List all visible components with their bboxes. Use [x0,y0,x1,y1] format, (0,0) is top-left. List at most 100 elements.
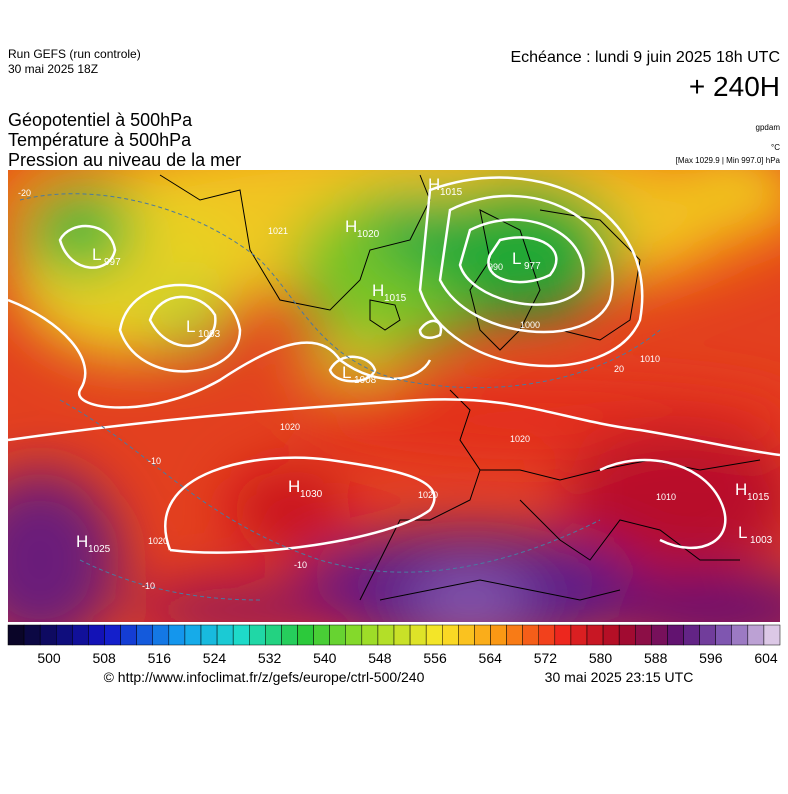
map [8,170,780,622]
source-url: © http://www.infoclimat.fr/z/gefs/europe… [104,669,425,685]
isobars [8,176,780,554]
colorbar-swatch [683,624,700,646]
isobar-label: 1020 [510,434,530,444]
center-value: 997 [104,257,121,268]
isobar-label: 1020 [418,490,438,500]
colorbar-tick-label: 540 [313,650,337,666]
colorbar-tick-label: 604 [754,650,778,666]
colorbar-swatch [56,624,73,646]
colorbar-swatch [570,624,588,646]
colorbar-swatch [458,624,475,646]
colorbar-swatch [699,624,716,646]
title: Température à 500hPa [8,130,192,150]
colorbar-swatch [72,624,89,646]
run-name: Run GEFS (run controle) [8,47,141,61]
colorbar-swatch [522,624,540,646]
colorbar-swatch [490,624,507,646]
footer: © http://www.infoclimat.fr/z/gefs/europe… [104,669,694,685]
colorbar-swatch [747,624,765,646]
isobar-label: -20 [18,188,31,198]
isobar-label: -10 [148,456,161,466]
colorbar-swatch [104,624,121,646]
colorbar-swatch [152,624,170,646]
colorbar-swatch [232,624,250,646]
colorbar-swatch [120,624,137,646]
center-value: 1030 [300,489,323,500]
center-kind: H [372,281,384,300]
center-value: 1020 [357,229,380,240]
colorbar-swatch [361,624,379,646]
colorbar-swatch [345,624,363,646]
colorbar-tick-label: 500 [37,650,61,666]
lead-time: + 240H [689,71,780,102]
colorbar-swatch [635,624,652,646]
colorbar-swatch [425,624,443,646]
center-value: 1015 [440,187,463,198]
colorbar-swatch [554,624,572,646]
colorbar-swatch [409,624,427,646]
center-kind: L [738,523,747,542]
colorbar-tick-label: 588 [644,650,668,666]
isobar-label: 990 [488,262,503,272]
center-value: 1003 [198,329,221,340]
center-kind: H [288,477,300,496]
colorbar-swatch [602,624,620,646]
isobar-label: 1020 [148,536,168,546]
coastlines [159,174,761,601]
colorbar-swatch [136,624,154,646]
colorbar-swatch [297,624,314,646]
colorbar-swatch [265,624,282,646]
colorbar-swatch [731,624,749,646]
colorbar-swatch [168,624,186,646]
isobar-label: 1020 [280,422,300,432]
colorbar-tick-label: 516 [148,650,172,666]
title: Géopotentiel à 500hPa [8,110,193,130]
colorbar-swatch [393,624,411,646]
center-kind: H [76,532,88,551]
center-kind: H [428,175,440,194]
colorbar-swatch [763,624,781,646]
isobar-label: -10 [294,560,307,570]
colorbar-tick-label: 564 [479,650,503,666]
isobar-label: 1010 [640,354,660,364]
colorbar-tick-label: 532 [258,650,282,666]
colorbar: 500 508 516 524 532 540 548 556 564 572 580 588 596 6… [7,624,781,666]
header: Run GEFS (run controle) 30 mai 2025 18Z … [8,47,781,170]
colorbar-tick-label: 596 [699,650,723,666]
isotherms [19,193,661,601]
run-date: 30 mai 2025 18Z [8,62,98,76]
colorbar-swatch [506,624,523,646]
colorbar-swatch [538,624,556,646]
center-value: 1025 [88,544,111,555]
colorbar-tick-label: 548 [368,650,392,666]
colorbar-swatch [715,624,733,646]
title: Pression au niveau de la mer [8,150,241,170]
center-kind: L [186,317,195,336]
colorbar-tick-label: 580 [589,650,613,666]
center-value: 1003 [750,535,773,546]
colorbar-swatch [618,624,636,646]
colorbar-swatch [7,624,25,646]
center-value: 977 [524,261,541,272]
center-kind: H [345,217,357,236]
center-value: 1015 [384,293,407,304]
colorbar-swatch [329,624,346,646]
colorbar-swatch [281,624,298,646]
colorbar-swatch [216,624,234,646]
isobar-label: 1010 [656,492,676,502]
colorbar-swatch [23,624,41,646]
colorbar-swatch [442,624,459,646]
colorbar-swatch [377,624,395,646]
center-value: 1008 [354,375,377,386]
isobar-label: 20 [614,364,624,374]
center-kind: L [342,363,351,382]
colorbar-swatch [667,624,684,646]
colorbar-tick-label: 508 [92,650,116,666]
valid-time: Echéance : lundi 9 juin 2025 18h UTC [510,49,780,66]
colorbar-swatch [39,624,57,646]
unit: gpdam [756,123,781,132]
center-value: 1015 [747,492,770,503]
colorbar-swatch [474,624,491,646]
